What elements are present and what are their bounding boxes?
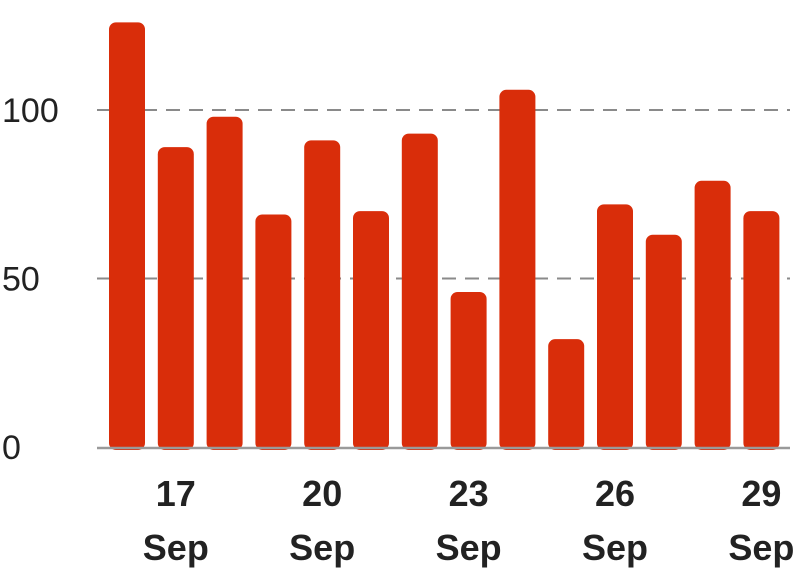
x-tick-day: 17 xyxy=(156,473,196,514)
bar-18-sep xyxy=(206,116,243,451)
gridlines xyxy=(97,109,790,280)
x-tick-labels: 17 Sep 20 Sep 23 Sep 26 Sep 29 Sep xyxy=(143,473,795,568)
bar-17-sep xyxy=(157,147,194,450)
bars xyxy=(109,22,780,451)
x-tick-label: 23 Sep xyxy=(436,473,502,568)
y-tick-label: 0 xyxy=(2,429,21,467)
bar-16-sep xyxy=(109,22,145,450)
x-tick-month: Sep xyxy=(289,527,355,568)
bar-21-sep xyxy=(353,211,389,450)
x-tick-label: 29 Sep xyxy=(728,473,794,568)
x-tick-month: Sep xyxy=(582,527,648,568)
bar-19-sep xyxy=(255,214,292,450)
x-tick-label: 17 Sep xyxy=(143,473,209,568)
bar-23-sep xyxy=(450,291,487,450)
x-tick-month: Sep xyxy=(728,527,794,568)
bar-22-sep xyxy=(401,133,438,450)
bar-29-sep xyxy=(743,211,780,450)
x-tick-day: 26 xyxy=(595,473,635,514)
bar-24-sep xyxy=(499,89,536,450)
y-tick-label: 100 xyxy=(2,92,59,130)
x-tick-day: 20 xyxy=(302,473,342,514)
bar-26-sep xyxy=(597,204,633,450)
x-tick-month: Sep xyxy=(436,527,502,568)
bar-20-sep xyxy=(304,140,341,450)
y-tick-label: 50 xyxy=(2,261,40,299)
x-tick-day: 29 xyxy=(741,473,781,514)
bar-25-sep xyxy=(548,339,585,450)
x-tick-day: 23 xyxy=(449,473,489,514)
x-tick-month: Sep xyxy=(143,527,209,568)
x-tick-label: 26 Sep xyxy=(582,473,648,568)
bar-28-sep xyxy=(694,180,731,450)
x-tick-label: 20 Sep xyxy=(289,473,355,568)
y-tick-labels: 0 50 100 xyxy=(2,92,59,467)
bar-27-sep xyxy=(645,234,682,450)
